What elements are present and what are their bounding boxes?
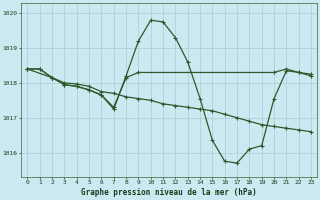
X-axis label: Graphe pression niveau de la mer (hPa): Graphe pression niveau de la mer (hPa) xyxy=(81,188,257,197)
